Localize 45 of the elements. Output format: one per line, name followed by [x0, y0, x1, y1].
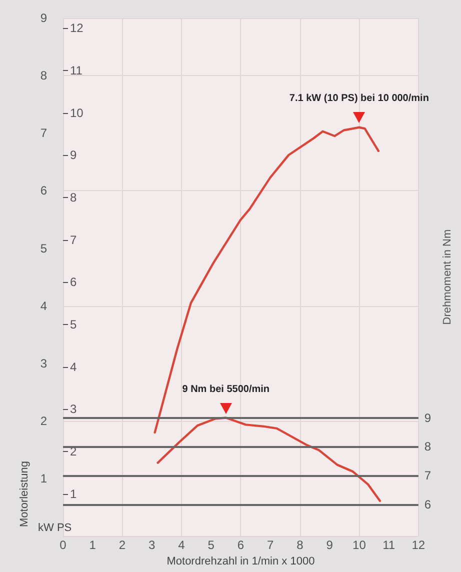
y-tick-label: 7	[40, 126, 48, 140]
y3-tick-label: 9	[70, 148, 77, 162]
y3-tick-label: 5	[70, 317, 77, 332]
annotation: kW PS	[38, 522, 72, 534]
y2-tick-label: 8	[424, 440, 432, 454]
x-tick-label: 1	[89, 538, 96, 552]
x-axis-title: Motordrehzahl in 1/min x 1000	[166, 556, 315, 568]
y-tick-label: 1	[40, 472, 48, 486]
y2-tick-label: 9	[424, 410, 432, 425]
x-tick-label: 0	[60, 538, 67, 552]
y-tick-label: 8	[40, 68, 48, 83]
x-tick-label: 3	[148, 538, 156, 552]
y2-axis-title: Drehmoment in Nm	[442, 229, 454, 325]
y3-tick-label: 1	[70, 486, 77, 501]
y3-tick-label: 8	[70, 190, 77, 204]
y-axis-title: Motorleistung	[18, 460, 30, 527]
x-tick-label: 10	[352, 538, 366, 552]
annotation: 7.1 kW (10 PS) bei 10 000/min	[288, 93, 430, 104]
y-tick-label: 5	[40, 241, 48, 256]
x-tick-label: 7	[266, 538, 274, 552]
x-tick-label: 9	[326, 538, 334, 552]
y3-tick-label: 12	[70, 21, 84, 36]
line-series	[154, 126, 380, 434]
x-tick-label: 4	[178, 538, 186, 552]
y3-tick-label: 4	[70, 360, 77, 374]
x-tick-label: 8	[296, 538, 304, 552]
y2-tick-label: 6	[424, 497, 432, 512]
y-tick-label: 9	[40, 11, 48, 25]
y3-tick-label: 7	[70, 232, 77, 247]
x-tick-label: 11	[382, 538, 396, 552]
y2-tick-label: 7	[424, 468, 432, 482]
y3-tick-label: 6	[70, 275, 77, 290]
y-tick-label: 4	[40, 298, 48, 313]
y3-tick-label: 10	[70, 106, 84, 120]
x-tick-label: 5	[208, 538, 215, 552]
annotation: 9 Nm bei 5500/min	[181, 384, 271, 395]
line-series	[156, 416, 382, 502]
y3-tick-label: 3	[70, 402, 77, 416]
y-tick-label: 2	[40, 414, 48, 428]
y-tick-label: 3	[40, 356, 48, 370]
x-tick-label: 12	[412, 538, 426, 552]
y3-tick-label: 11	[70, 63, 83, 78]
x-tick-label: 6	[237, 538, 244, 552]
y-tick-label: 6	[40, 184, 48, 198]
x-tick-label: 2	[118, 538, 126, 552]
